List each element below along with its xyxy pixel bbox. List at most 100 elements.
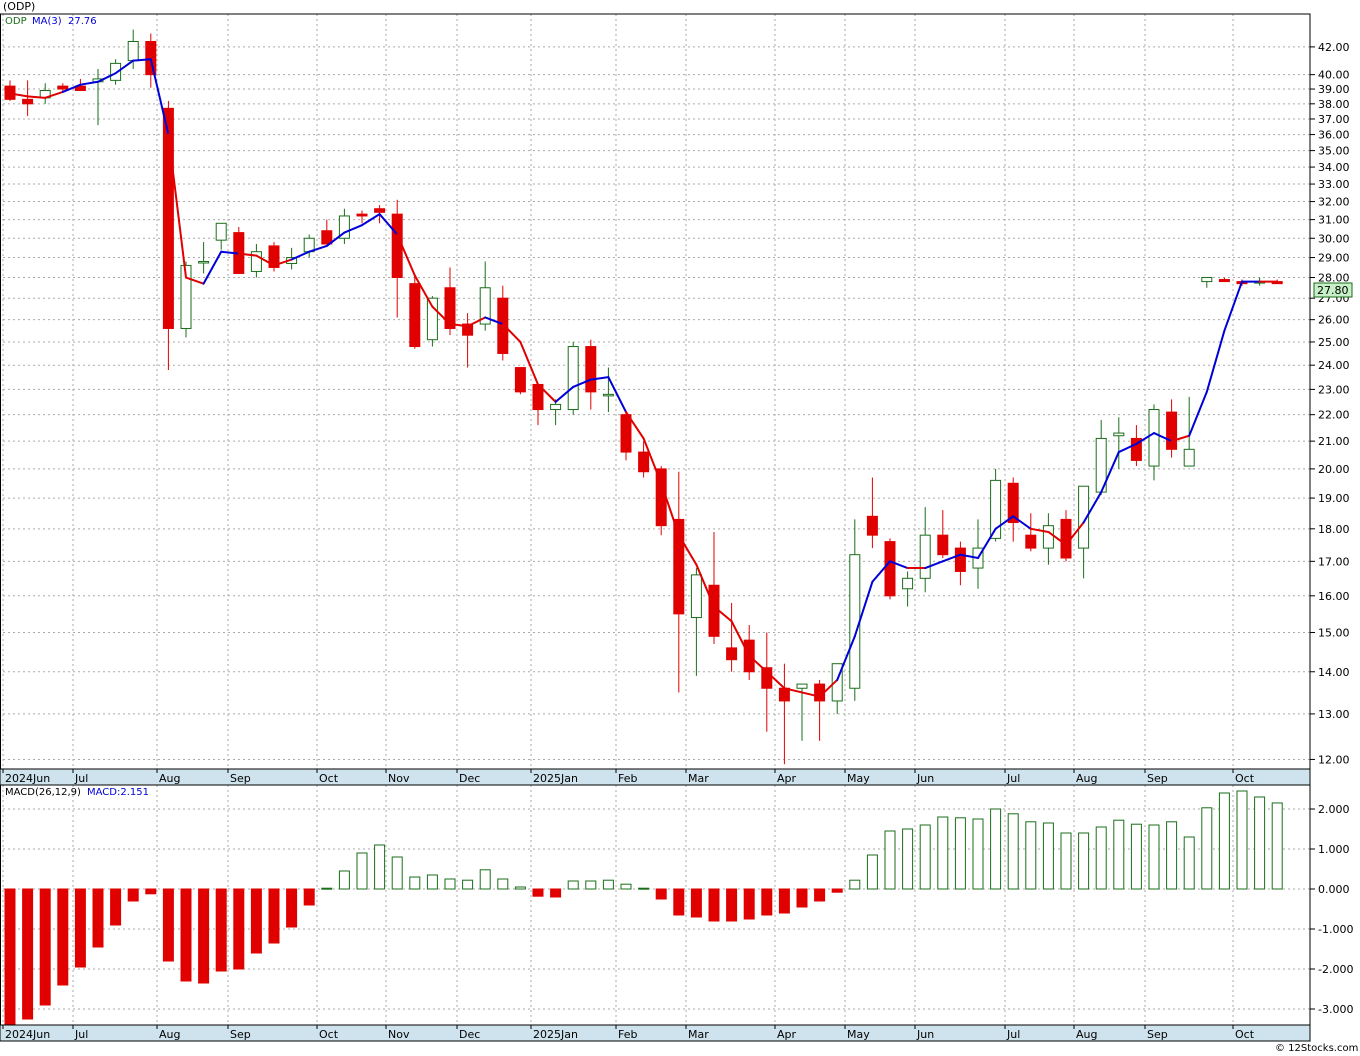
ma-segment — [695, 563, 715, 608]
macd-bar-negative — [761, 888, 773, 916]
macd-bar-negative — [673, 888, 685, 916]
date-tick-label: Oct — [319, 772, 339, 785]
macd-bar-negative — [180, 888, 192, 982]
candle-up — [180, 264, 192, 329]
macd-bar-positive — [567, 880, 579, 890]
legend-ma-label: MA(3) — [32, 16, 62, 27]
date-tick-label: Aug — [1076, 772, 1097, 785]
legend-ma-value: 27.76 — [68, 16, 97, 27]
candle-down — [937, 534, 949, 556]
price-tick-label: 16.00 — [1318, 590, 1350, 603]
candle-down — [585, 346, 597, 393]
candle-down — [356, 213, 368, 217]
candle-down — [22, 98, 34, 105]
macd-bar-negative — [127, 888, 139, 902]
candle-down — [726, 647, 738, 661]
ma-segment — [748, 654, 768, 673]
ma-segment — [924, 560, 944, 570]
macd-bar-positive — [356, 852, 368, 890]
candle-down — [761, 667, 773, 689]
macd-bar-positive — [1025, 821, 1037, 890]
price-badge-box — [1313, 282, 1353, 298]
macd-bar-positive — [1007, 813, 1019, 890]
macd-bar-positive — [1130, 823, 1142, 890]
ma-segment — [290, 250, 311, 261]
date-tick-label: Aug — [159, 772, 180, 785]
macd-bar-positive — [1078, 832, 1090, 890]
candle-down — [409, 283, 421, 348]
ma-segment — [1082, 491, 1103, 524]
price-grid — [2, 14, 1310, 769]
price-panel-frame — [0, 13, 1311, 770]
candle-up — [690, 574, 702, 619]
macd-bar-positive — [919, 824, 931, 890]
ma-segment — [9, 92, 29, 98]
ma-segment — [836, 635, 856, 681]
candle-up — [1148, 409, 1160, 467]
ma-segment — [149, 58, 170, 136]
macd-bar-negative — [198, 888, 210, 984]
ma-segment — [79, 80, 99, 86]
candle-up — [250, 251, 262, 272]
macd-bar-negative — [162, 888, 174, 962]
macd-bar-negative — [22, 888, 34, 1020]
macd-bar-negative — [57, 888, 69, 986]
candle-up — [550, 403, 562, 411]
candle-down — [1218, 279, 1230, 283]
macd-bar-positive — [1183, 836, 1195, 890]
chart-title: (ODP) — [3, 0, 35, 13]
candle-up — [990, 479, 1002, 539]
ma-segment — [466, 316, 487, 328]
price-badge: 27.80 — [1317, 284, 1349, 297]
price-tick-label: 34.00 — [1318, 161, 1350, 174]
ma-segment — [237, 252, 258, 257]
price-tick-label: 40.00 — [1318, 69, 1350, 82]
macd-bar-positive — [462, 879, 474, 890]
ma-segment — [660, 482, 680, 537]
moving-average-line — [9, 58, 1279, 698]
ma-segment — [44, 90, 64, 99]
ma-segment — [801, 691, 821, 698]
macd-tick-label: -2.000 — [1318, 963, 1353, 976]
price-tick-label: 38.00 — [1318, 98, 1350, 111]
macd-bar-negative — [743, 888, 755, 920]
candle-up — [919, 534, 931, 579]
date-tick-label: Dec — [459, 1028, 480, 1041]
ma-segment — [1153, 432, 1173, 443]
ma-segment — [202, 250, 223, 285]
macd-bar-positive — [1201, 807, 1213, 890]
macd-bar-positive — [479, 869, 491, 890]
macd-bar-positive — [338, 870, 350, 890]
ma-segment — [783, 687, 803, 694]
ma-segment — [625, 411, 645, 440]
ma-segment — [343, 224, 363, 234]
macd-tick-label: 2.000 — [1318, 803, 1350, 816]
macd-bar-positive — [866, 854, 878, 890]
macd-tick-label: 1.000 — [1318, 843, 1350, 856]
price-tick-label: 20.00 — [1318, 463, 1350, 476]
ma-segment — [572, 378, 592, 388]
macd-bar-positive — [849, 879, 861, 890]
ma-segment — [167, 133, 187, 279]
macd-bar-negative — [831, 888, 843, 893]
macd-bar-positive — [1148, 824, 1160, 890]
ma-segment — [1065, 521, 1085, 546]
ma-segment — [959, 553, 979, 559]
candle-up — [831, 663, 843, 702]
date-tick-label: Dec — [459, 772, 480, 785]
macd-bar-positive — [1254, 796, 1266, 890]
macd-bar-negative — [268, 888, 280, 944]
date-tick-label: 2025Jan — [533, 1028, 578, 1041]
ma-segment — [255, 254, 275, 267]
macd-bar-negative — [250, 888, 262, 954]
ma-segment — [642, 437, 663, 485]
ma-segment — [818, 678, 839, 698]
date-tick-label: Jun — [916, 772, 934, 785]
date-tick-label: 2024Jun — [5, 772, 50, 785]
macd-bar-negative — [215, 888, 227, 972]
ma-segment — [889, 560, 909, 570]
macd-bar-negative — [726, 888, 738, 922]
date-axis-bands: 2024Jun Jul Aug Sep Oct Nov Dec 2025Jan Feb Mar Ap… — [0, 768, 1311, 1042]
candle-down — [462, 323, 474, 336]
